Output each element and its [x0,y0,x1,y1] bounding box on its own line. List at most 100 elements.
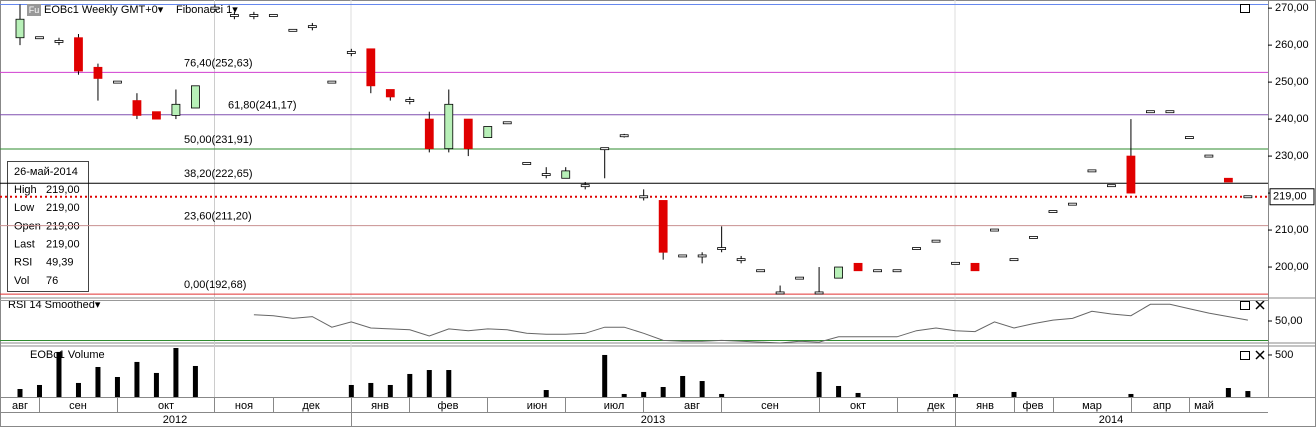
y-tick-label: 230,00 [1275,150,1309,162]
maximize-button[interactable] [1240,351,1250,360]
close-button[interactable] [1255,300,1265,310]
candle-body [580,184,590,188]
volume-bar [192,365,198,397]
candle-body [1087,169,1097,173]
candle-body [327,80,337,84]
candle-body [210,6,220,10]
candle-body [502,121,512,125]
candle-body [191,85,200,109]
last-price-label: 219,00 [1273,191,1307,203]
volume-bar [719,393,725,397]
volume-bar [816,371,822,397]
volume-bar [17,389,23,397]
volume-bar [621,393,627,397]
candle-body [1243,195,1253,199]
volume-bar [699,381,705,397]
candle-body [1204,154,1214,158]
candle-body [541,173,551,176]
candle-body [132,100,142,116]
volume-bar [75,382,81,397]
fib-label: 61,80(241,17) [228,100,297,112]
volume-bar [602,354,608,397]
candle-body [15,18,25,39]
info-date: 26-май-2014 [14,166,78,178]
month-label: окт [850,400,866,412]
month-label: сен [761,400,779,412]
candle-body [171,103,181,116]
candle-body [113,80,122,84]
month-label: фев [1022,400,1043,412]
info-value: 219,00 [46,220,80,232]
month-label: май [1194,400,1214,412]
volume-title: EOBc1 Volume [30,349,105,361]
info-label: RSI [14,257,32,269]
maximize-button[interactable] [1240,4,1250,13]
rsi-tick-label: 50,00 [1275,315,1303,327]
maximize-button[interactable] [1240,301,1250,310]
year-label: 2014 [1099,414,1123,426]
volume-bar [56,351,62,397]
panel-buttons [1240,4,1265,360]
month-label: окт [158,400,174,412]
candle-body [35,36,44,40]
month-label: янв [976,400,994,412]
candle-body [74,37,83,72]
month-label: апр [1153,400,1171,412]
volume-bar [1011,391,1017,397]
volume-bar [641,391,647,397]
candle-body [561,170,571,179]
volume-bar [543,390,549,397]
info-value: 76 [46,275,58,287]
close-button[interactable] [1255,350,1265,360]
month-label: дек [927,400,945,412]
month-label: июн [527,400,547,412]
candle-body [619,134,629,138]
y-tick-label: 210,00 [1275,224,1309,236]
candle-body [288,28,298,32]
volume-bar [114,376,120,397]
info-label: Open [14,220,41,232]
candle-body [1223,177,1233,183]
volume-bar [426,370,432,397]
month-label: фев [437,400,458,412]
volume-bar [446,370,452,397]
volume-bar [348,384,354,397]
volume-bar [95,366,101,397]
candle-body [405,99,415,103]
candle-body [600,147,610,151]
overlay-title: Fibonacci 1▾ [176,4,238,16]
volume-bar [387,384,393,397]
candle-body [346,51,356,54]
candle-body [1029,236,1038,239]
badge [27,4,41,16]
rsi-title: RSI 14 Smoothed▾ [8,299,101,311]
candle-body [522,162,532,165]
month-label: мар [1082,400,1102,412]
volume-bar [368,382,374,397]
candle-body [912,247,921,250]
month-label: июл [604,400,625,412]
y-tick-label: 270,00 [1275,2,1309,14]
volume-bar [660,386,666,397]
month-label: дек [302,400,320,412]
candle-body [152,111,161,120]
candle-body [229,14,239,17]
info-value: 219,00 [46,184,80,196]
info-box: 26-май-2014 High 219,00 Low 219,00 Open 219,0… [7,161,89,292]
volume-bar [855,392,861,397]
y-tick-label: 260,00 [1275,39,1309,51]
candle-body [873,269,882,273]
month-label: янв [371,400,389,412]
candle-body [483,126,493,138]
candle-body [814,291,824,295]
last-price-box [1269,188,1315,206]
candle-body [931,239,941,243]
candle-body [366,48,376,87]
candle-body [1126,155,1136,194]
volume-bar [680,375,686,397]
candle-body [639,195,649,199]
candle-body [93,66,103,79]
volume-bar [953,393,959,397]
candle-body [717,247,727,250]
